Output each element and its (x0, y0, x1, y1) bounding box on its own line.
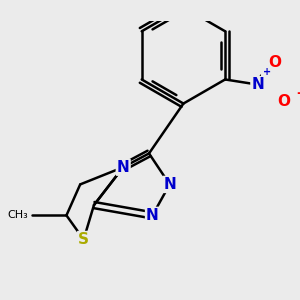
Text: +: + (263, 67, 271, 77)
Text: S: S (78, 232, 89, 247)
Text: N: N (251, 77, 264, 92)
Text: -: - (296, 86, 300, 100)
Text: N: N (146, 208, 159, 223)
Text: O: O (277, 94, 290, 109)
Text: CH₃: CH₃ (8, 210, 29, 220)
Text: N: N (117, 160, 130, 175)
Text: O: O (268, 55, 281, 70)
Text: N: N (163, 177, 176, 192)
